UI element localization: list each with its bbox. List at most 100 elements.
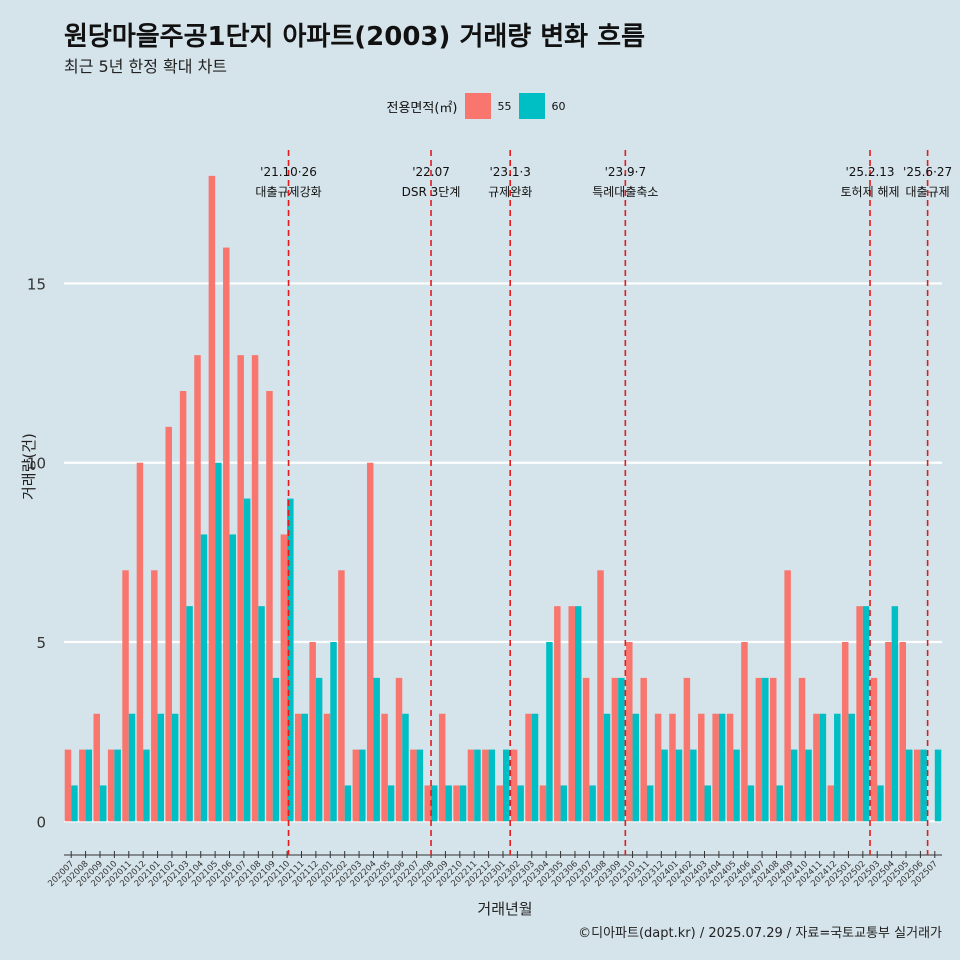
event-label: 규제완화 <box>488 185 532 199</box>
y-tick-label: 15 <box>27 275 46 293</box>
bar-60-202409 <box>790 749 798 822</box>
bar-60-202009 <box>99 785 107 822</box>
event-date: '21.10·26 <box>260 165 317 179</box>
bar-55-202408 <box>769 677 777 822</box>
legend-title: 전용면적(㎡) <box>386 100 458 116</box>
bar-55-202308 <box>597 570 604 822</box>
bar-55-202311 <box>640 677 647 822</box>
bar-60-202111 <box>301 713 308 822</box>
bar-60-202206 <box>402 713 409 822</box>
bar-60-202405 <box>733 749 740 822</box>
bar-55-202112 <box>309 642 316 822</box>
bar-55-202209 <box>438 713 446 822</box>
event-date: '23.1·3 <box>489 165 530 179</box>
bar-60-202201 <box>330 642 337 822</box>
bar-60-202407 <box>762 677 769 822</box>
bar-55-202007 <box>64 749 72 822</box>
bar-55-202103 <box>179 391 187 822</box>
bar-60-202102 <box>171 713 179 822</box>
bar-60-202306 <box>574 606 582 822</box>
bar-60-202211 <box>474 749 481 822</box>
bar-55-202203 <box>352 749 360 822</box>
bar-55-202405 <box>726 713 734 822</box>
bar-55-202202 <box>338 570 345 822</box>
bar-60-202501 <box>848 713 855 822</box>
bar-55-202204 <box>366 462 374 822</box>
bar-55-202105 <box>208 175 216 822</box>
bar-60-202209 <box>445 785 452 822</box>
legend: 전용면적(㎡) 55 60 <box>0 93 960 119</box>
bar-60-202503 <box>877 785 884 822</box>
event-label: 대출규제강화 <box>255 185 321 199</box>
bar-55-202208 <box>424 785 432 822</box>
bar-55-202503 <box>870 677 878 822</box>
bar-55-202210 <box>453 785 460 822</box>
chart-title: 원당마을주공1단지 아파트(2003) 거래량 변화 흐름 <box>64 22 645 52</box>
bar-55-202501 <box>841 642 849 822</box>
bar-55-202205 <box>381 713 388 822</box>
bar-55-202502 <box>856 606 863 822</box>
bar-60-202108 <box>258 606 265 822</box>
bar-60-202311 <box>646 785 654 822</box>
bar-55-202201 <box>323 713 331 822</box>
bar-60-202403 <box>704 785 711 822</box>
bar-60-202203 <box>359 749 366 822</box>
chart-subtitle: 최근 5년 한정 확대 차트 <box>64 57 228 76</box>
bar-60-202012 <box>143 749 150 822</box>
event-label: 대출규제 <box>906 185 950 199</box>
bar-55-202207 <box>410 749 417 822</box>
bar-55-202302 <box>510 749 518 822</box>
bar-60-202212 <box>488 749 496 822</box>
bar-55-202008 <box>79 749 86 822</box>
bar-55-202506 <box>913 749 921 822</box>
x-axis-label: 거래년월 <box>477 900 533 918</box>
bar-55-202111 <box>295 713 302 822</box>
bar-55-202307 <box>582 677 590 822</box>
bar-55-202301 <box>496 785 503 822</box>
bar-60-202308 <box>603 713 611 822</box>
bar-60-202204 <box>373 677 380 822</box>
event-label: 토허제 해제 <box>841 185 900 199</box>
event-date: '22.07 <box>412 165 450 179</box>
bar-55-202012 <box>136 462 144 822</box>
bar-60-202301 <box>503 749 510 822</box>
bar-60-202112 <box>315 677 323 822</box>
bar-55-202102 <box>165 426 172 822</box>
event-date: '25.6·27 <box>903 165 952 179</box>
bar-60-202303 <box>531 713 539 822</box>
bar-60-202207 <box>416 749 424 822</box>
bar-55-202404 <box>712 713 719 822</box>
bar-60-202307 <box>589 785 596 822</box>
bar-55-202412 <box>827 785 835 822</box>
bar-60-202404 <box>718 713 726 822</box>
legend-label-55: 55 <box>497 99 512 113</box>
bar-55-202212 <box>482 749 489 822</box>
bar-55-202109 <box>266 391 273 822</box>
bar-60-202505 <box>906 749 913 822</box>
bar-55-202402 <box>683 677 691 822</box>
bar-60-202208 <box>431 785 438 822</box>
bar-55-202303 <box>525 713 532 822</box>
bar-55-202106 <box>223 247 230 822</box>
bar-60-202007 <box>71 785 78 822</box>
bar-60-202101 <box>157 713 165 822</box>
bar-60-202104 <box>200 534 208 822</box>
bar-60-202205 <box>387 785 395 822</box>
bar-60-202109 <box>272 677 280 822</box>
bar-55-202504 <box>885 642 892 822</box>
bar-60-202507 <box>934 749 942 822</box>
bar-60-202412 <box>834 713 841 822</box>
event-label: 특례대출축소 <box>592 185 658 199</box>
event-date: '25.2.13 <box>845 165 894 179</box>
bar-55-202211 <box>467 749 475 822</box>
bar-60-202411 <box>819 713 827 822</box>
bar-60-202105 <box>215 462 222 822</box>
y-tick-label: 0 <box>36 813 46 831</box>
bar-60-202408 <box>776 785 783 822</box>
bar-60-202410 <box>805 749 812 822</box>
bar-60-202504 <box>891 606 899 822</box>
bar-55-202305 <box>554 606 561 822</box>
bar-60-202506 <box>920 749 927 822</box>
bar-55-202310 <box>626 642 633 822</box>
